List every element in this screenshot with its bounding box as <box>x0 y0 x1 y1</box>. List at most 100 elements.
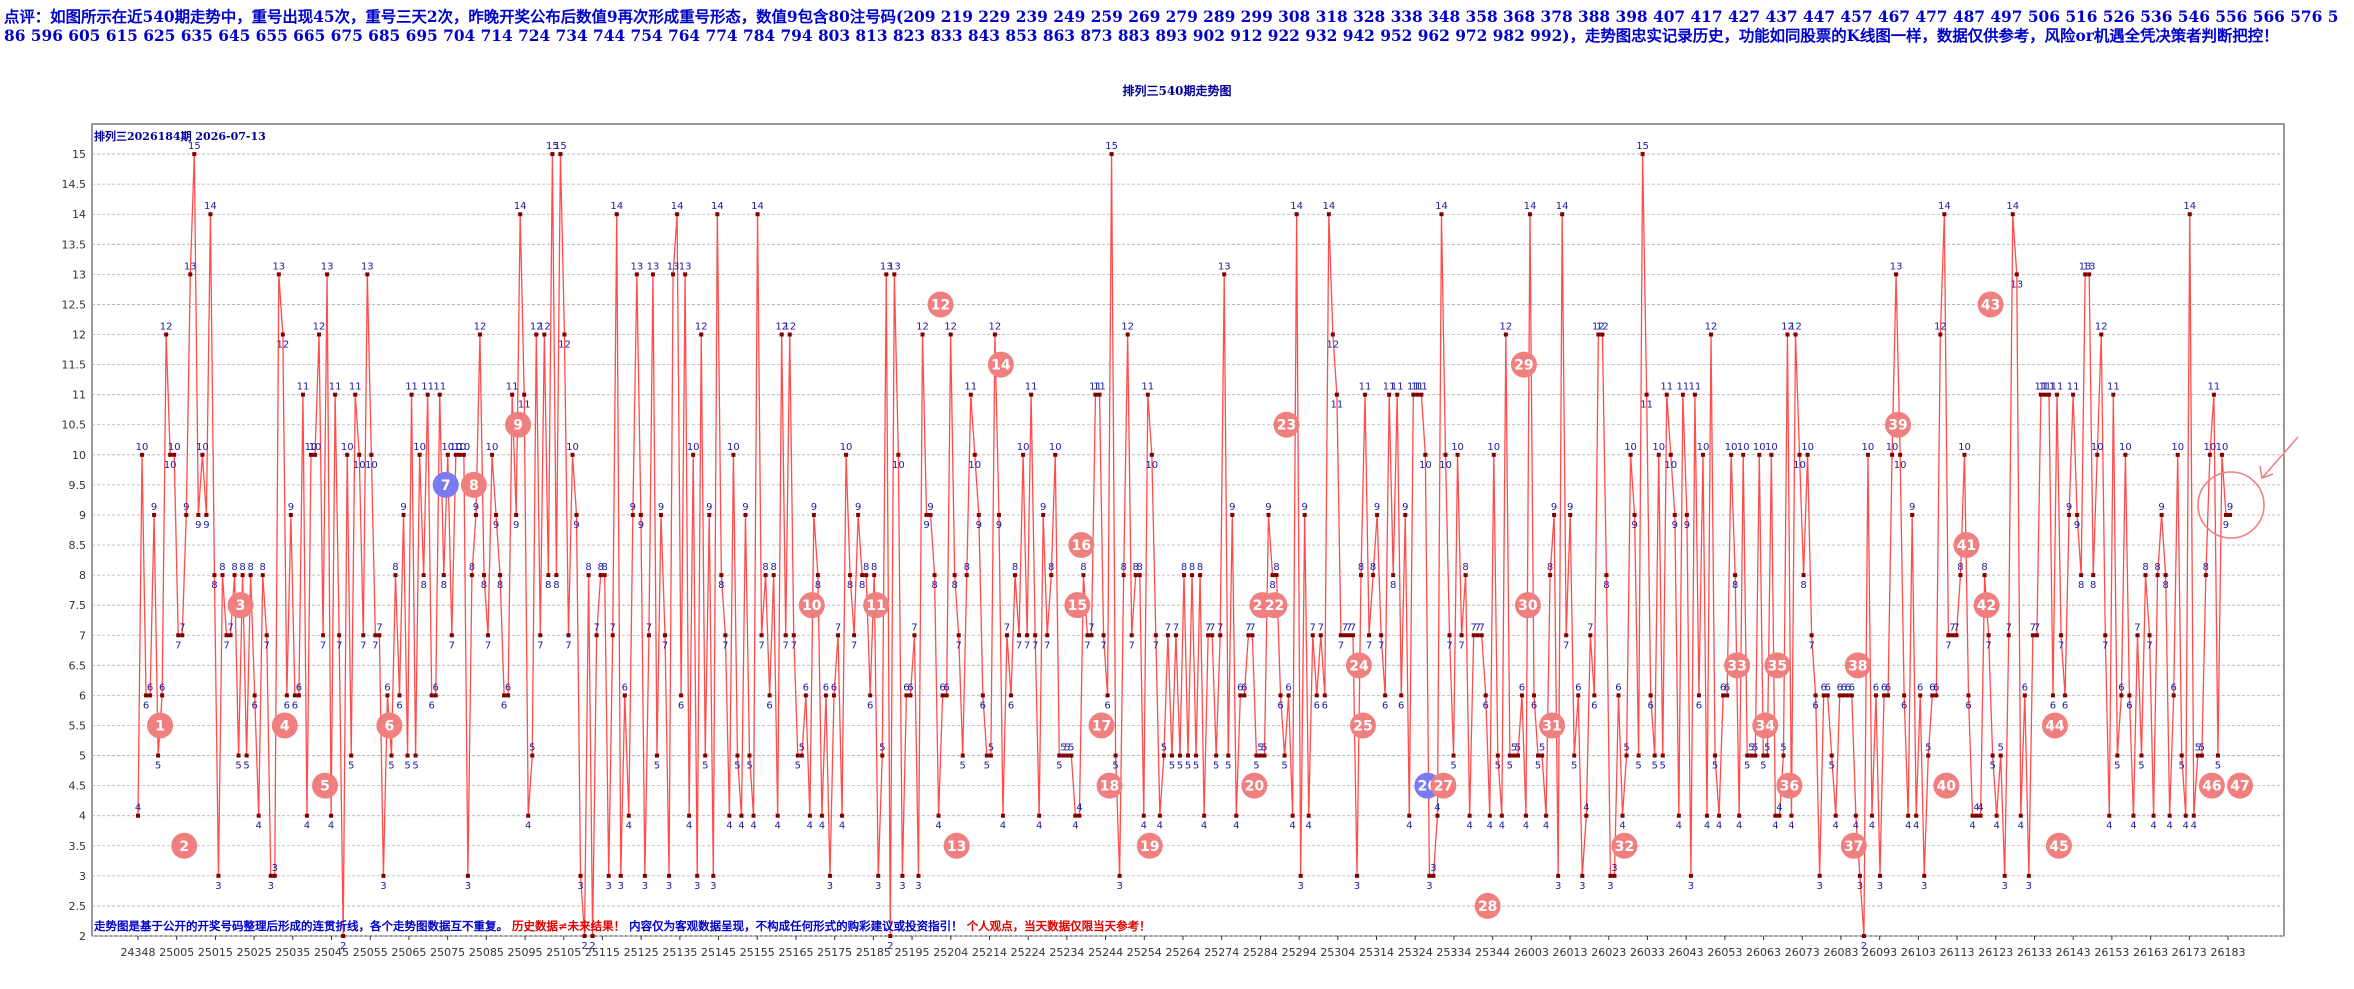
data-point <box>795 753 800 758</box>
data-point <box>578 873 583 878</box>
data-label: 10 <box>1049 442 1062 453</box>
data-label: 8 <box>863 562 869 573</box>
data-point <box>1861 934 1866 938</box>
data-label: 7 <box>1084 640 1090 651</box>
x-tick-label: 25264 <box>1166 946 1201 959</box>
data-point <box>1918 693 1923 698</box>
data-label: 15 <box>188 141 201 152</box>
data-label: 5 <box>1829 761 1835 772</box>
data-point <box>236 753 241 758</box>
data-label: 7 <box>1205 622 1211 633</box>
data-point <box>1857 873 1862 878</box>
y-tick-label: 7.5 <box>69 599 87 612</box>
data-label: 4 <box>1487 821 1493 832</box>
data-label: 8 <box>441 580 447 591</box>
data-point <box>1894 272 1899 277</box>
data-label: 7 <box>2102 640 2108 651</box>
data-point <box>952 573 957 578</box>
data-label: 4 <box>1141 821 1147 832</box>
data-label: 11 <box>1411 382 1424 393</box>
data-label: 3 <box>1611 863 1617 874</box>
data-label: 14 <box>610 201 623 212</box>
data-label: 5 <box>388 761 394 772</box>
repeat-marker <box>1611 832 1638 859</box>
data-label: 6 <box>867 700 873 711</box>
data-point <box>514 512 519 517</box>
data-point <box>771 573 776 578</box>
data-point <box>361 633 366 638</box>
data-label: 14 <box>2006 201 2019 212</box>
x-tick-label: 25234 <box>1049 946 1084 959</box>
data-label: 3 <box>1354 881 1360 892</box>
data-point <box>1906 813 1911 818</box>
repeat-marker-label: 28 <box>1478 899 1497 915</box>
data-label: 5 <box>1495 761 1501 772</box>
data-point <box>1226 753 1231 758</box>
data-point <box>1507 753 1512 758</box>
data-label: 10 <box>727 442 740 453</box>
data-point <box>783 633 788 638</box>
repeat-marker <box>1096 772 1123 799</box>
data-point <box>1761 753 1766 758</box>
data-point <box>2159 512 2164 517</box>
data-point <box>1113 753 1118 758</box>
data-point <box>1395 392 1400 397</box>
data-label: 7 <box>264 640 270 651</box>
data-label: 6 <box>1720 682 1726 693</box>
data-label: 3 <box>1297 881 1303 892</box>
data-point <box>1483 693 1488 698</box>
x-tick-label: 26113 <box>1940 946 1975 959</box>
data-label: 8 <box>815 580 821 591</box>
data-point <box>349 753 354 758</box>
data-point <box>707 512 712 517</box>
chart-subtitle: 排列三2026184期 2026-07-13 <box>94 129 266 143</box>
data-label: 10 <box>309 442 322 453</box>
data-point <box>220 573 225 578</box>
x-tick-label: 25344 <box>1475 946 1510 959</box>
data-label: 7 <box>662 640 668 651</box>
data-label: 9 <box>976 520 982 531</box>
data-point <box>1157 813 1162 818</box>
data-point <box>317 332 322 337</box>
data-point <box>964 573 969 578</box>
data-label: 8 <box>762 562 768 573</box>
data-label: 7 <box>1153 640 1159 651</box>
data-label: 6 <box>159 682 165 693</box>
data-label: 6 <box>1241 682 1247 693</box>
data-label: 8 <box>1462 562 1468 573</box>
repeat-marker <box>2041 712 2068 739</box>
data-point <box>168 452 173 457</box>
data-label: 4 <box>1716 821 1722 832</box>
data-point <box>1664 392 1669 397</box>
data-point <box>550 152 555 157</box>
data-point <box>2223 512 2228 517</box>
data-point <box>1833 813 1838 818</box>
data-label: 6 <box>1933 682 1939 693</box>
data-label: 9 <box>2227 502 2233 513</box>
data-label: 4 <box>750 821 756 832</box>
data-point <box>200 452 205 457</box>
data-label: 9 <box>1302 502 1308 513</box>
data-point <box>486 633 491 638</box>
data-label: 11 <box>421 382 434 393</box>
data-point <box>140 452 145 457</box>
y-tick-label: 10 <box>72 449 86 462</box>
data-point <box>2095 452 2100 457</box>
data-label: 11 <box>433 382 446 393</box>
data-point <box>735 753 740 758</box>
data-point <box>2151 813 2156 818</box>
data-label: 5 <box>1161 743 1167 754</box>
data-point <box>695 873 700 878</box>
data-point <box>1636 753 1641 758</box>
repeat-marker <box>505 411 532 438</box>
data-point <box>136 813 140 818</box>
data-point <box>1789 813 1794 818</box>
data-point <box>2083 272 2088 277</box>
data-label: 3 <box>827 881 833 892</box>
data-label: 8 <box>392 562 398 573</box>
repeat-marker-label: 33 <box>1727 658 1746 674</box>
data-label: 5 <box>155 761 161 772</box>
data-label: 6 <box>433 682 439 693</box>
data-label: 12 <box>313 322 326 333</box>
data-label: 6 <box>1647 700 1653 711</box>
